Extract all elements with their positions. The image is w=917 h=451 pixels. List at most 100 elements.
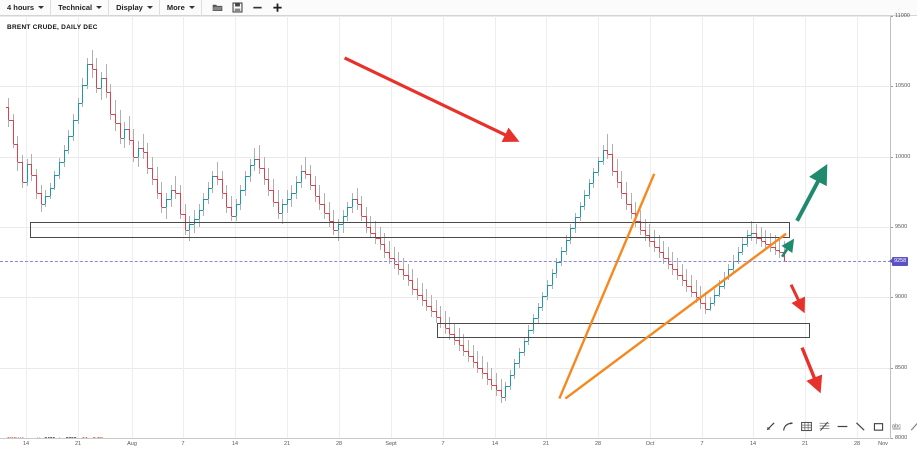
curve-tool-icon[interactable] (782, 420, 795, 433)
time-axis-label: 28 (594, 441, 602, 447)
grid-line-horizontal (0, 227, 890, 228)
price-axis-tick (891, 438, 893, 439)
upper-resistance-zone[interactable] (30, 222, 790, 238)
price-axis-tick (891, 156, 893, 158)
horizontal-line-icon[interactable] (836, 420, 849, 433)
technical-menu-label: Technical (58, 3, 93, 12)
text-label-icon[interactable]: abc (890, 420, 903, 433)
chevron-down-icon (188, 6, 195, 9)
grid-line-vertical (183, 16, 184, 438)
price-axis-label: 11000 (895, 13, 910, 19)
grid-line-horizontal (0, 86, 890, 88)
timeframe-menu[interactable]: 4 hours (0, 0, 52, 16)
ohlc-readout: TODAY: H 9426 L 9260 -64 -0.7% CHART: H … (7, 435, 115, 439)
readout-row-today: TODAY: H 9426 L 9260 -64 -0.7% (7, 435, 115, 439)
grid-line-vertical (339, 16, 340, 438)
time-axis-label: 14 (22, 441, 30, 447)
time-axis-label: Aug (127, 441, 137, 447)
time-axis-label: 7 (441, 441, 445, 447)
zoom-out-minus-icon[interactable] (252, 2, 263, 13)
price-axis-tick (891, 227, 893, 228)
time-axis-label: 21 (542, 441, 550, 447)
grid-line-vertical (857, 16, 858, 438)
price-axis-tick (891, 86, 893, 88)
grid-line-vertical (702, 16, 703, 438)
grid-line-vertical (26, 16, 27, 438)
chevron-down-icon (96, 6, 103, 9)
readout-today-high-key: H (37, 437, 40, 439)
grid-line-horizontal (0, 297, 890, 299)
grid-line-horizontal (0, 367, 890, 369)
price-axis-tick (891, 367, 893, 369)
grid-line-vertical (753, 16, 754, 438)
toolbar-icon-group (202, 2, 283, 13)
readout-today-change-pct: -0.7% (91, 437, 104, 439)
grid-line-vertical (391, 16, 392, 438)
grid-line-vertical (443, 16, 444, 438)
rectangle-tool-icon[interactable] (872, 420, 885, 433)
page-title: BRENT CRUDE, DAILY DEC (7, 24, 98, 31)
display-menu-label: Display (116, 3, 143, 12)
grid-line-vertical (546, 16, 547, 438)
grid-line-vertical (287, 16, 288, 438)
last-price-badge: 9258 (888, 256, 909, 266)
readout-today-low-key: L (59, 437, 62, 439)
time-axis[interactable]: 14 21 Aug 7 14 21 28 Sept 7 14 21 28 Oct 7 14 21 28 Nov (0, 438, 891, 451)
time-axis-label: 28 (335, 441, 343, 447)
chevron-down-icon (146, 6, 153, 9)
ray-line-icon[interactable] (908, 420, 917, 433)
time-axis-label: 21 (801, 441, 809, 447)
price-axis-label: 10500 (895, 83, 911, 90)
folder-open-icon[interactable] (212, 2, 223, 13)
grid-tool-icon[interactable] (800, 420, 813, 433)
time-axis-label: Oct (645, 441, 655, 447)
readout-today-change: -64 (80, 437, 87, 439)
readout-today-tag: TODAY: (7, 437, 33, 439)
more-menu-label: More (166, 3, 185, 12)
zoom-in-plus-icon[interactable] (272, 2, 283, 13)
time-axis-label: 21 (74, 441, 82, 447)
technical-menu[interactable]: Technical (51, 0, 110, 16)
price-axis-tick (891, 16, 893, 17)
readout-today-low: 9260 (66, 437, 77, 439)
top-toolbar: 4 hours Technical Display More (0, 0, 917, 16)
price-axis-label: 8500 (895, 364, 908, 371)
last-price-line (0, 261, 890, 263)
trend-line-icon[interactable] (854, 420, 867, 433)
time-axis-label: 28 (853, 441, 861, 447)
grid-line-vertical (495, 16, 496, 438)
grid-line-vertical (132, 16, 133, 438)
time-axis-label: 7 (181, 441, 185, 447)
time-axis-label: 14 (491, 441, 499, 447)
grid-line-horizontal (0, 16, 890, 17)
fibonacci-retracement-icon[interactable] (818, 420, 831, 433)
price-axis-label: 10000 (895, 153, 911, 160)
timeframe-menu-label: 4 hours (7, 3, 35, 12)
grid-line-horizontal (0, 156, 890, 158)
price-axis-label: 8000 (895, 435, 908, 441)
chevron-down-icon (38, 6, 45, 9)
grid-line-vertical (235, 16, 236, 438)
chart-canvas[interactable]: TODAY: H 9426 L 9260 -64 -0.7% CHART: H … (0, 16, 891, 438)
time-axis-label: Nov (878, 441, 888, 447)
lower-support-zone[interactable] (437, 323, 810, 338)
grid-line-vertical (805, 16, 806, 438)
time-axis-label: 21 (283, 441, 291, 447)
time-axis-label: 7 (700, 441, 704, 447)
price-axis[interactable]: 11000 10500 10000 9500 9000 8500 8000 9258 (888, 13, 917, 441)
price-axis-label: 9500 (895, 224, 908, 230)
readout-today-high: 9426 (44, 437, 55, 439)
price-axis-label: 9000 (895, 294, 908, 301)
save-disk-icon[interactable] (232, 2, 243, 13)
display-menu[interactable]: Display (109, 0, 160, 16)
svg-text:abc: abc (892, 423, 901, 429)
grid-line-vertical (78, 16, 79, 438)
price-axis-tick (891, 297, 893, 299)
time-axis-label: Sept (385, 441, 397, 447)
time-axis-label: 14 (231, 441, 239, 447)
drawing-toolbar: abc × (764, 420, 917, 433)
time-axis-label: 14 (749, 441, 757, 447)
cursor-arrow-icon[interactable] (764, 420, 777, 433)
more-menu[interactable]: More (160, 0, 202, 16)
